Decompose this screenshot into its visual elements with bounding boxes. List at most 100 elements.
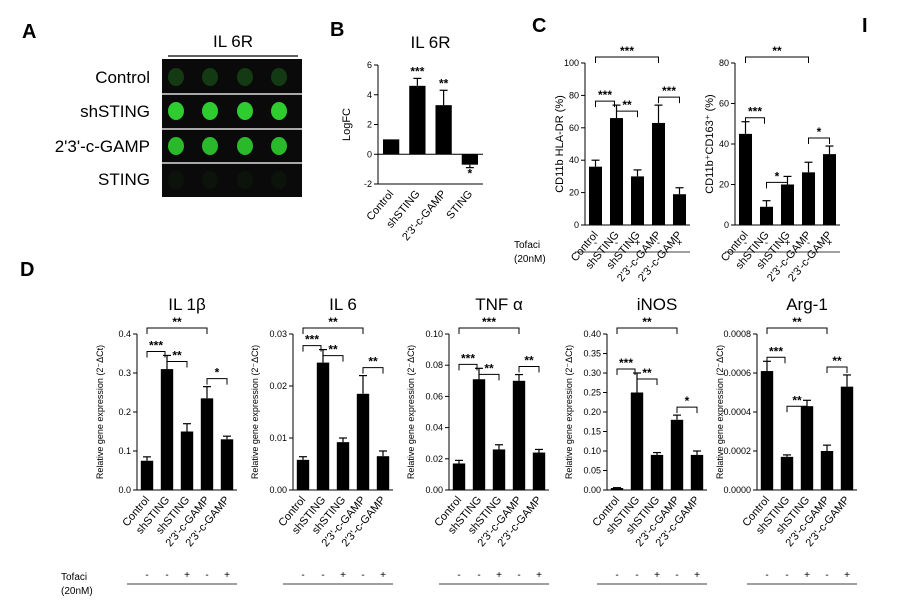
blot-spot-sting-2 [202, 171, 218, 189]
significance-bracket: * [766, 169, 788, 189]
significance-bracket: *** [458, 315, 520, 334]
tofaci-sign: - [457, 570, 460, 581]
bar-2-3-c-gamp-4 [356, 393, 370, 490]
y-tick-label: 0.01 [269, 433, 287, 443]
bracket-label: ** [484, 361, 494, 375]
blot-row-label-sting: STING [98, 170, 150, 189]
chart-title: iNOS [637, 295, 678, 314]
y-tick-label: 0.00 [583, 485, 601, 495]
y-tick-label: 80 [719, 58, 729, 68]
tofaci-sign: - [301, 570, 304, 581]
bracket-label: *** [305, 333, 319, 347]
blot-spot-sting-4 [271, 171, 287, 189]
y-tick-label: 60 [569, 123, 579, 133]
y-tick-label: 0.0008 [723, 329, 751, 339]
y-tick-label: 0.0000 [723, 485, 751, 495]
chart-title: IL 6 [329, 295, 357, 314]
y-tick-label: 0.1 [118, 446, 131, 456]
bar-2-3-c-gamp-5 [840, 386, 854, 490]
y-tick-label: 0.0002 [723, 446, 751, 456]
y-tick-label: 0.15 [583, 427, 601, 437]
bar-control-1 [140, 460, 154, 490]
blot-panel: IL 6R Control shSTING 2'3'-c-GAMP STING [55, 32, 302, 197]
bar-2-3-c-gamp-5 [532, 452, 546, 490]
bracket-line [518, 366, 540, 373]
significance-bracket: * [676, 394, 698, 414]
bar-shsting-3 [650, 454, 664, 490]
tofaci-label-d: Tofaci [61, 572, 87, 583]
bracket-label: ** [328, 315, 338, 329]
bar-control-1 [610, 488, 624, 490]
y-tick-label: 0 [724, 220, 729, 230]
tofaci-sign: - [361, 570, 364, 581]
bracket-line [826, 366, 848, 373]
panel-letter-a: A [22, 21, 36, 43]
bar-shsting-2 [472, 379, 486, 490]
bracket-label: ** [832, 354, 842, 368]
blot-header: IL 6R [213, 32, 253, 51]
bracket-line [636, 378, 658, 385]
significance-bracket: *** [595, 44, 659, 63]
bar-shsting-3 [630, 176, 645, 225]
tofaci-sign: - [807, 238, 810, 249]
bracket-label: * [775, 169, 780, 183]
tofaci-sign: - [165, 570, 168, 581]
y-tick-label: 0.2 [118, 407, 131, 417]
y-tick-label: 0.10 [425, 329, 443, 339]
tofaci-sign-row: - - + - + [127, 570, 237, 585]
y-tick-label: 0.35 [583, 349, 601, 359]
bracket-line [676, 406, 698, 414]
bar-shsting-3 [336, 442, 350, 490]
bracket-line [766, 327, 828, 334]
bar-shsting-2 [160, 369, 174, 490]
chart-d1: IL 1β 0.0 0.1 0.2 0.3 0.4 Relative gene expres… [95, 295, 237, 585]
tofaci-sign: - [145, 570, 148, 581]
tofaci-sign-row: - - + - + [439, 570, 549, 585]
y-tick-label: 0 [367, 149, 372, 159]
tofaci-sign: - [477, 570, 480, 581]
significance-bracket: ** [166, 348, 188, 368]
y-tick-label: 0.04 [425, 423, 443, 433]
bar-shsting-3 [780, 184, 795, 225]
y-tick-label: 100 [564, 58, 579, 68]
bar-2-3-c-gamp-4 [670, 419, 684, 490]
y-axis-label: Relative gene expression (2⁻ΔCt) [95, 345, 105, 479]
bracket-line [766, 356, 786, 364]
significance-marker: *** [410, 64, 424, 78]
panel-letter-d: D [20, 259, 34, 281]
bracket-label: *** [619, 356, 633, 370]
significance-bracket: ** [616, 98, 638, 118]
bracket-line [808, 137, 830, 145]
tofaci-sign: + [677, 238, 683, 249]
y-axis-label: Relative gene expression (2⁻ΔCt) [250, 345, 260, 479]
significance-bracket: *** [745, 105, 765, 124]
bracket-label: ** [524, 354, 534, 368]
bar-shsting-3 [800, 406, 814, 490]
tofaci-sign: - [321, 570, 324, 581]
bracket-line [458, 327, 520, 334]
chart-d2: IL 6 0.00 0.01 0.02 0.03 Relative gene expres… [250, 295, 393, 585]
significance-bracket: *** [766, 344, 786, 364]
bracket-line [146, 350, 166, 358]
bar-2-3-c-gamp-4 [820, 451, 834, 490]
significance-bracket: *** [458, 351, 478, 371]
tofaci-sign: + [654, 570, 660, 581]
bracket-label: * [685, 394, 690, 408]
y-tick-label: 2 [367, 120, 372, 130]
y-tick-label: 0.05 [583, 466, 601, 476]
tofaci-sign-row: - - + - + [747, 570, 857, 585]
bracket-line [302, 327, 364, 334]
bracket-line [616, 327, 678, 334]
bracket-line [745, 56, 809, 63]
significance-bracket: ** [362, 355, 384, 374]
bracket-line [478, 373, 500, 381]
significance-bracket: ** [745, 44, 809, 63]
bracket-label: * [215, 366, 220, 380]
bar-control-1 [296, 459, 310, 490]
bar-shsting-2 [630, 392, 644, 490]
y-tick-label: 0.10 [583, 446, 601, 456]
tofaci-sign: + [785, 238, 791, 249]
bracket-label: *** [461, 351, 475, 365]
bracket-line [458, 363, 478, 371]
